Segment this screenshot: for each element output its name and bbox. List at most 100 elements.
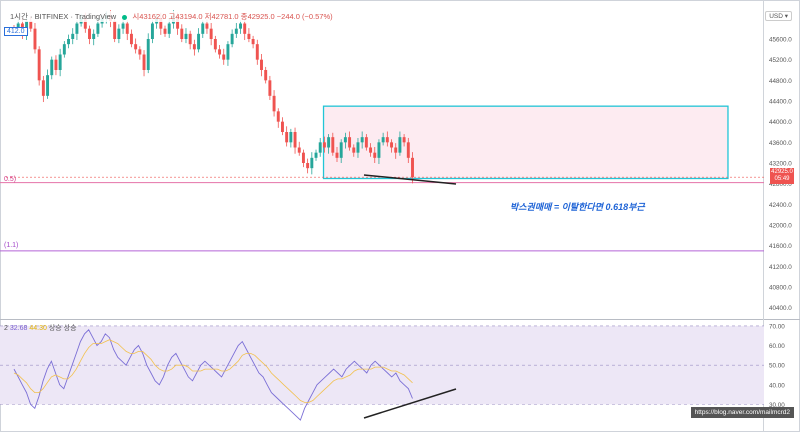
last-price: 42925.0 [771, 169, 793, 175]
candle-body [276, 111, 280, 122]
candle-body [54, 59, 58, 70]
price-tick-label: 40400.0 [769, 305, 792, 312]
candle-body [129, 33, 133, 45]
candle-body [46, 75, 50, 96]
candle-body [381, 137, 385, 143]
status-dot-icon [122, 14, 128, 20]
candle-body [117, 28, 121, 39]
price-tick-label: 43200.0 [769, 161, 792, 168]
price-tick-label: 41200.0 [769, 264, 792, 271]
candle-body [222, 54, 226, 60]
candle-body [209, 28, 213, 39]
candle-body [264, 70, 268, 81]
price-tick-label: 41600.0 [769, 243, 792, 250]
price-tick-label: 42400.0 [769, 202, 792, 209]
symbol-header: 1시간 · BITFINEX · TradingView 시43162.0 고4… [8, 11, 335, 22]
candle-body [285, 132, 289, 143]
candle-body [327, 137, 331, 148]
candle-body [197, 33, 201, 50]
price-tick-label: 42800.0 [769, 181, 792, 188]
candle-body [188, 33, 192, 45]
candle-body [33, 28, 37, 50]
candle-body [67, 39, 70, 45]
candle-body [260, 59, 263, 70]
candle-body [134, 44, 138, 50]
symbol-label: 1시간 · BITFINEX · TradingView [10, 12, 117, 21]
candle-body [96, 23, 100, 34]
candle-body [385, 137, 389, 143]
candle-body [310, 157, 314, 169]
candle-body [37, 49, 41, 81]
candle-body [29, 20, 33, 29]
candle-body [398, 137, 402, 153]
candle-body [243, 23, 247, 34]
candle-body [297, 147, 301, 153]
candle-body [88, 28, 91, 39]
candle-body [201, 23, 205, 34]
rsi-label: 2 [4, 325, 8, 332]
candle-body [180, 28, 184, 39]
candle-body [41, 80, 45, 96]
rsi-header: 2 32.68 44.30 상승 상승 [4, 323, 77, 333]
price-tick-label: 43600.0 [769, 140, 792, 147]
candle-body [360, 137, 364, 143]
rsi-value: 32.68 [9, 325, 28, 332]
candle-body [369, 147, 373, 153]
price-tick-label: 44400.0 [769, 99, 792, 106]
candle-body [138, 49, 142, 55]
price-tick-label: 42000.0 [769, 223, 792, 230]
currency-selector[interactable]: USD ▾ [765, 11, 792, 21]
candle-body [58, 54, 62, 70]
candle-body [268, 80, 272, 96]
candle-body [192, 44, 196, 50]
candle-body [150, 23, 154, 39]
chart-annotation: 박스권매매 = 이탈한다면 0.618부근 [510, 202, 645, 212]
candle-body [306, 163, 310, 169]
price-tick-label: 44800.0 [769, 78, 792, 85]
candle-body [251, 39, 255, 45]
countdown: 05:49 [774, 176, 790, 182]
price-tick-label: 45600.0 [769, 37, 792, 44]
candle-body [406, 142, 410, 158]
candle-body [205, 23, 209, 29]
candle-body [234, 28, 238, 34]
candle-body [230, 33, 234, 45]
candle-body [411, 157, 414, 178]
rsi-tick-label: 40.00 [769, 382, 785, 389]
price-tag-left: 412.0 [4, 27, 28, 36]
candle-body [92, 33, 96, 39]
candle-body [377, 142, 381, 158]
rsi-ma-series-line [13, 339, 413, 403]
candle-body [314, 152, 318, 158]
candle-body [71, 33, 75, 39]
candle-body [146, 39, 150, 70]
watermark: https://blog.naver.com/mailmcrd2 [690, 407, 794, 418]
candle-body [226, 44, 230, 60]
candle-body [163, 28, 167, 34]
candle-body [113, 20, 117, 39]
rsi-tick-label: 70.00 [769, 323, 785, 330]
rsi-extra: 상승 상승 [48, 325, 77, 332]
candle-body [331, 137, 335, 153]
candle-body [184, 33, 188, 39]
candle-body [255, 44, 259, 60]
candle-body [301, 152, 305, 163]
candle-body [402, 137, 406, 143]
candle-body [272, 95, 276, 112]
candle-body [356, 142, 360, 153]
candle-body [373, 152, 377, 158]
candle-body [176, 15, 180, 29]
price-tick-label: 40800.0 [769, 285, 792, 292]
candle-body [213, 39, 217, 50]
candle-body [159, 18, 163, 29]
price-trendline [363, 174, 457, 185]
fib-label-0618: 0.5) [4, 176, 17, 183]
candle-body [394, 147, 398, 153]
candle-body [83, 18, 87, 29]
candle-body [293, 132, 297, 148]
currency-label: USD [769, 13, 783, 20]
candle-body [125, 23, 129, 34]
candle-body [239, 23, 242, 29]
candle-body [62, 44, 66, 55]
